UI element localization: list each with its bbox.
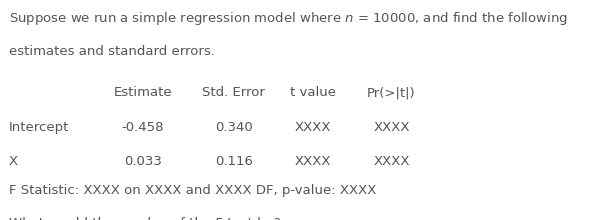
Text: F Statistic: XXXX on XXXX and XXXX DF, p-value: XXXX: F Statistic: XXXX on XXXX and XXXX DF, p… (9, 184, 376, 197)
Text: XXXX: XXXX (373, 155, 410, 168)
Text: Suppose we run a simple regression model where $n$ = 10000, and find the followi: Suppose we run a simple regression model… (9, 10, 568, 27)
Text: Intercept: Intercept (9, 121, 69, 134)
Text: 0.340: 0.340 (215, 121, 253, 134)
Text: What would the p-value of the F test be?: What would the p-value of the F test be? (9, 217, 281, 220)
Text: Std. Error: Std. Error (202, 86, 265, 99)
Text: Estimate: Estimate (114, 86, 172, 99)
Text: Pr(>|t|): Pr(>|t|) (367, 86, 416, 99)
Text: X: X (9, 155, 18, 168)
Text: 0.116: 0.116 (215, 155, 253, 168)
Text: 0.033: 0.033 (124, 155, 161, 168)
Text: t value: t value (290, 86, 336, 99)
Text: -0.458: -0.458 (121, 121, 164, 134)
Text: XXXX: XXXX (294, 121, 331, 134)
Text: XXXX: XXXX (373, 121, 410, 134)
Text: XXXX: XXXX (294, 155, 331, 168)
Text: estimates and standard errors.: estimates and standard errors. (9, 44, 215, 57)
